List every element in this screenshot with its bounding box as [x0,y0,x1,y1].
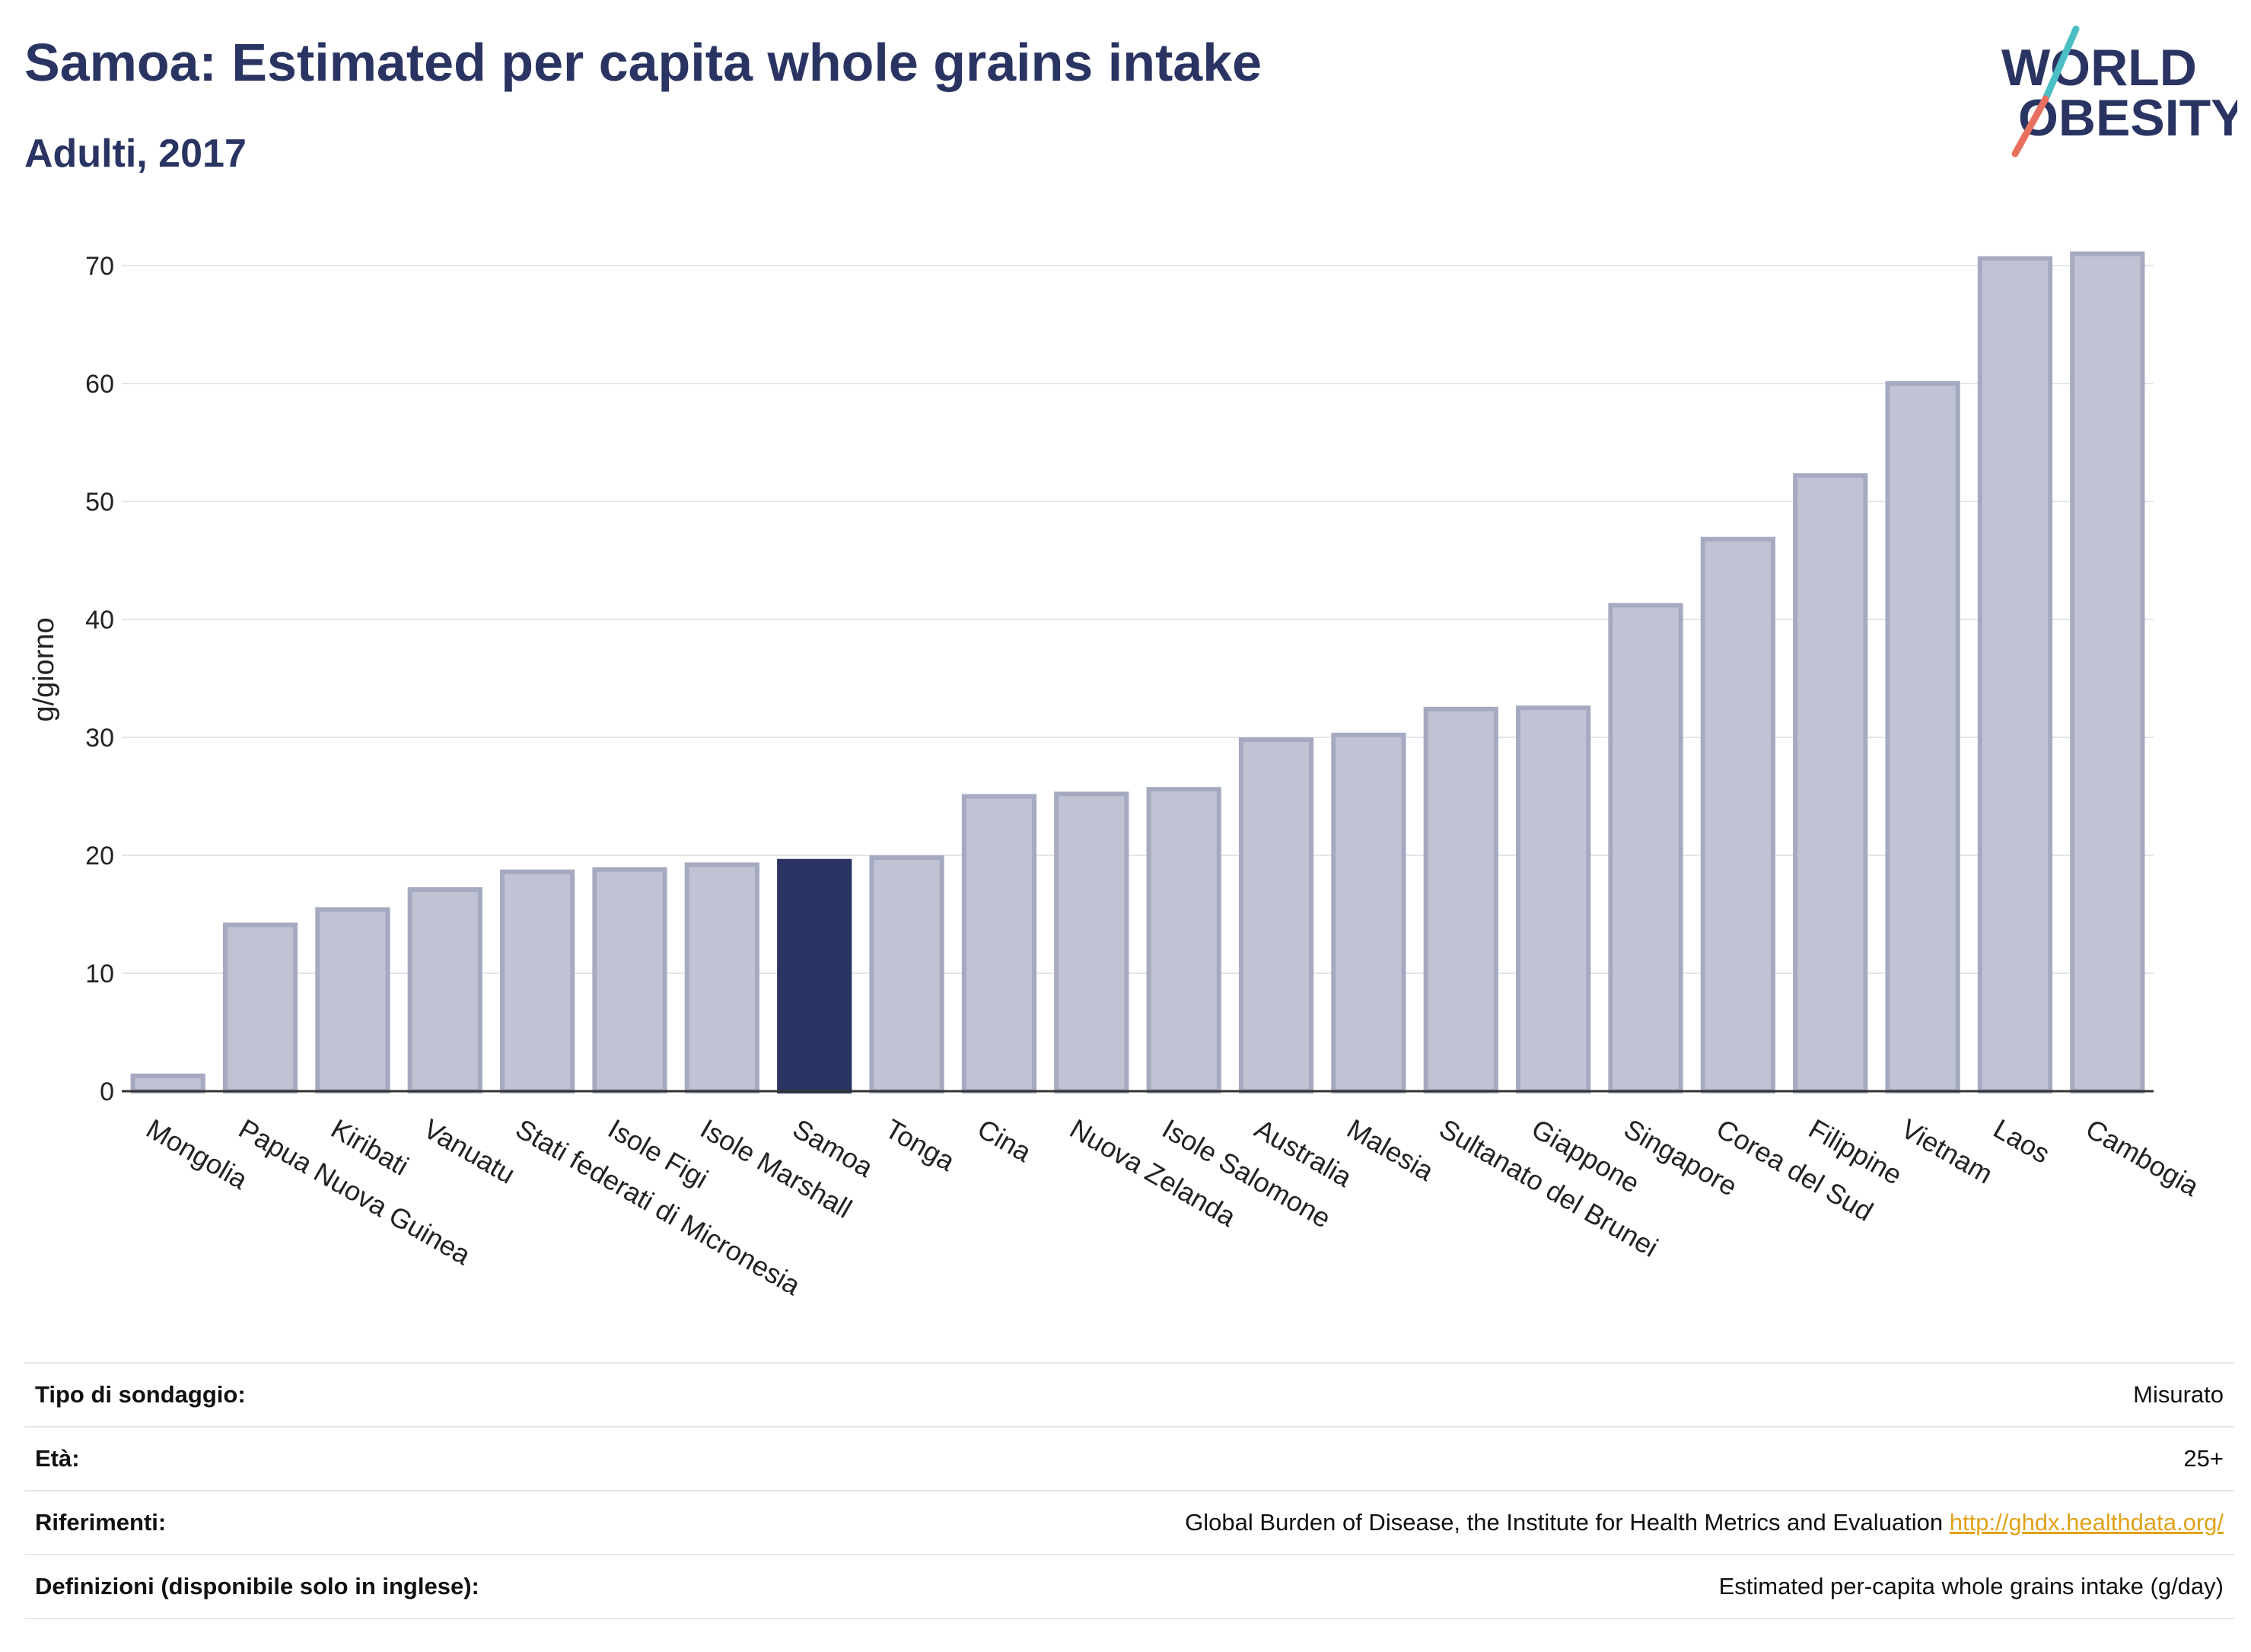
x-tick-label: Laos [1988,1112,2055,1170]
bars [130,251,2145,1094]
bar [1885,381,1960,1093]
info-label: Tipo di sondaggio: [24,1362,699,1427]
info-value: Global Burden of Disease, the Institute … [699,1490,2234,1555]
bar [1793,473,1868,1093]
bar [315,907,390,1094]
y-tick-labels: 0 10 20 30 40 50 60 70 [85,252,114,1106]
y-tick-label: 10 [85,960,114,988]
info-value: 25+ [699,1426,2234,1491]
logo-slash-coral [2011,95,2049,158]
x-tick-label: Corea del Sud [1711,1112,1879,1227]
bar [1700,536,1775,1093]
y-tick-label: 50 [85,488,114,517]
x-tick-label: Mongolia [141,1112,253,1195]
bar [1146,787,1221,1093]
info-value-text: Misurato [2133,1381,2224,1408]
info-row: Tipo di sondaggio: Misurato [24,1362,2234,1427]
info-label: Età: [24,1426,699,1491]
bar [1608,603,1683,1093]
info-row: Definizioni (disponibile solo in inglese… [24,1554,2234,1619]
x-tick-label: Vietnam [1896,1112,1998,1189]
info-label: Definizioni (disponibile solo in inglese… [24,1554,699,1619]
y-tick-label: 0 [100,1077,114,1106]
info-table: Tipo di sondaggio: Misurato Età: 25+ Riferim… [24,1362,2234,1619]
info-row: Età: 25+ [24,1426,2234,1491]
info-value: Estimated per-capita whole grains intake… [699,1554,2234,1619]
bar [130,1073,205,1093]
y-tick-label: 20 [85,842,114,871]
info-value-text: Estimated per-capita whole grains intake… [1718,1573,2224,1599]
logo-text-world: WORLD [2001,39,2197,97]
y-tick-label: 70 [85,252,114,281]
bar [1054,791,1129,1094]
bar [222,922,298,1093]
bar [1238,737,1314,1093]
info-row: Riferimenti: Global Burden of Disease, th… [24,1490,2234,1555]
logo-text-obesity: OBESITY [2018,89,2237,147]
logo-slash-teal [2042,25,2080,103]
bar [1516,705,1591,1093]
reference-link[interactable]: http://ghdx.healthdata.org/ [1949,1509,2224,1536]
bar-highlight [777,858,852,1093]
bar [592,867,667,1093]
x-tick-label: Malesia [1342,1112,1440,1187]
y-tick-label: 60 [85,370,114,399]
bar [961,794,1037,1093]
bar [1423,706,1498,1093]
info-value: Misurato [699,1362,2234,1427]
y-tick-label: 30 [85,724,114,753]
info-label: Riferimenti: [24,1490,699,1555]
chart-subtitle: Adulti, 2017 [24,132,247,176]
x-tick-label: Cina [973,1112,1037,1168]
y-tick-label: 40 [85,606,114,635]
x-tick-label: Tonga [880,1112,960,1177]
info-value-text: Global Burden of Disease, the Institute … [1185,1509,1944,1536]
world-obesity-logo: WORLD OBESITY [2001,25,2237,158]
x-tick-label: Vanuatu [419,1112,521,1189]
bar [1331,732,1406,1094]
chart-title: Samoa: Estimated per capita whole grains… [24,33,1262,92]
bar [869,855,944,1093]
bar [684,862,759,1094]
x-tick-label: Cambogia [2081,1112,2205,1202]
info-value-text: 25+ [2183,1445,2224,1472]
bar [1977,256,2053,1094]
bar [2070,251,2145,1093]
y-axis-label: g/giorno [28,617,60,721]
bar [407,886,482,1093]
bar [500,869,575,1093]
